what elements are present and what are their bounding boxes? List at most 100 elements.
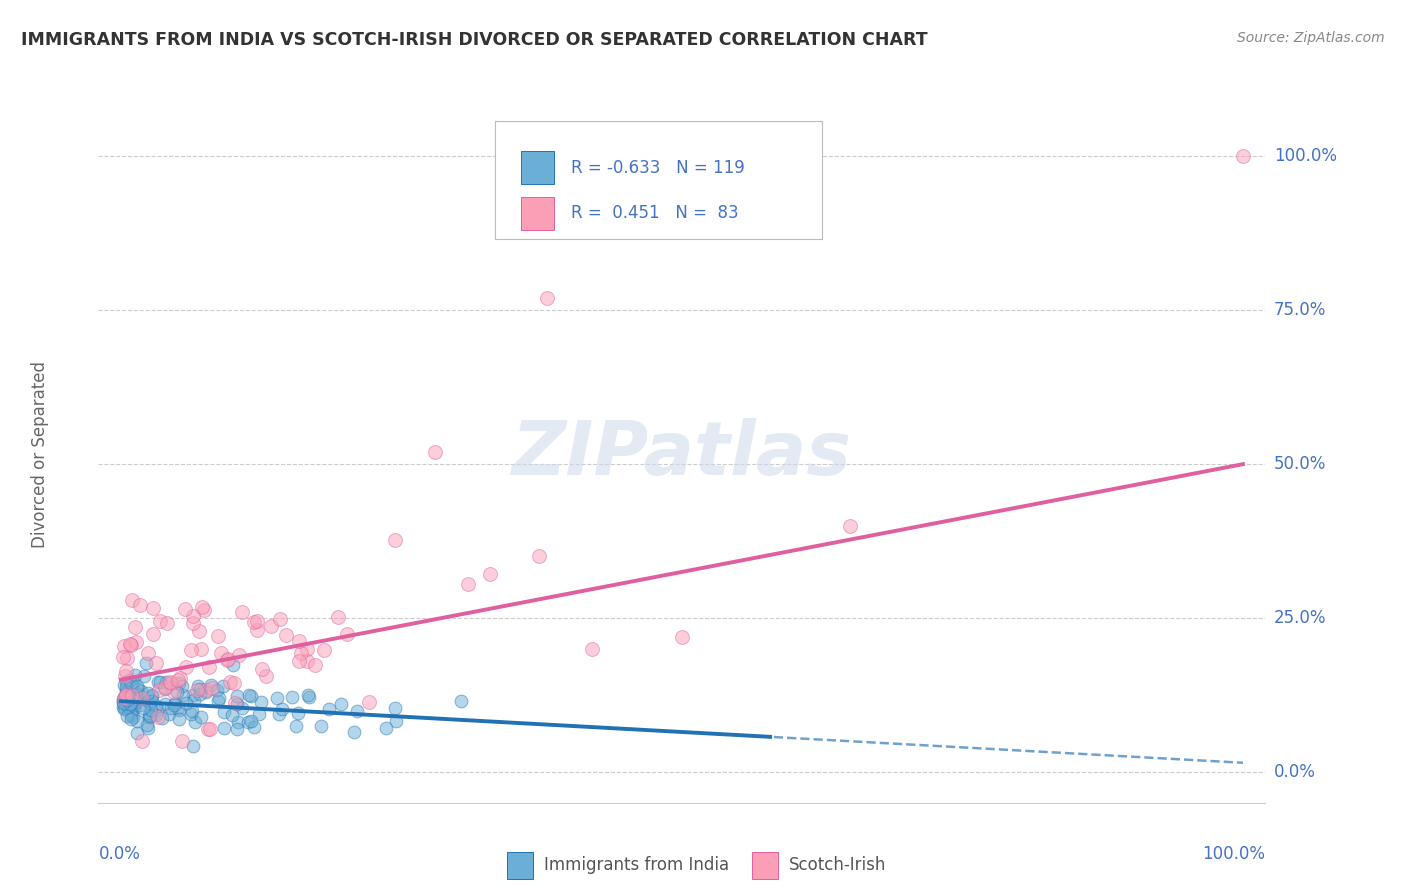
Point xyxy=(112,691,135,706)
Point xyxy=(238,688,260,702)
Point xyxy=(112,696,135,710)
Point xyxy=(200,722,222,736)
Point xyxy=(457,577,479,591)
Point xyxy=(141,688,163,702)
Point xyxy=(169,671,191,685)
Point xyxy=(200,681,222,695)
Point xyxy=(148,683,170,698)
Point xyxy=(250,695,273,709)
Point xyxy=(136,694,159,708)
Point xyxy=(581,641,603,656)
Point xyxy=(114,689,136,703)
Point xyxy=(159,674,181,689)
Bar xyxy=(752,852,778,880)
Point xyxy=(197,660,219,674)
Point xyxy=(385,714,408,728)
Point xyxy=(155,675,177,690)
Point xyxy=(271,702,294,716)
Point xyxy=(124,668,146,682)
Point xyxy=(298,690,321,705)
Point xyxy=(188,682,211,697)
Point xyxy=(121,688,143,702)
Point xyxy=(115,688,138,702)
Point xyxy=(239,714,262,728)
Point xyxy=(172,679,194,693)
Point xyxy=(150,711,173,725)
Point xyxy=(194,682,217,697)
Point xyxy=(139,709,162,723)
Point xyxy=(228,648,250,662)
Point xyxy=(169,675,191,690)
Point xyxy=(142,627,165,641)
Point xyxy=(209,646,232,660)
Point xyxy=(246,623,269,637)
Point xyxy=(221,708,243,723)
Point xyxy=(181,704,204,718)
Point xyxy=(167,673,190,687)
Point xyxy=(115,693,138,707)
Text: IMMIGRANTS FROM INDIA VS SCOTCH-IRISH DIVORCED OR SEPARATED CORRELATION CHART: IMMIGRANTS FROM INDIA VS SCOTCH-IRISH DI… xyxy=(21,31,928,49)
Point xyxy=(136,722,159,736)
Point xyxy=(274,627,297,641)
Point xyxy=(170,734,193,748)
Point xyxy=(136,646,159,660)
Text: Source: ZipAtlas.com: Source: ZipAtlas.com xyxy=(1237,31,1385,45)
Point xyxy=(138,710,160,724)
Point xyxy=(246,614,269,628)
Point xyxy=(136,686,159,700)
Point xyxy=(374,721,396,735)
Point xyxy=(167,712,190,726)
Point xyxy=(384,533,406,548)
Point xyxy=(148,675,170,690)
Text: Divorced or Separated: Divorced or Separated xyxy=(31,361,49,549)
Point xyxy=(112,702,135,716)
Point xyxy=(290,646,312,660)
Point xyxy=(187,679,209,693)
Point xyxy=(222,676,245,690)
Point xyxy=(1232,149,1254,163)
Point xyxy=(254,669,277,683)
Point xyxy=(309,719,332,733)
Point xyxy=(153,681,176,696)
Point xyxy=(120,708,142,723)
Point xyxy=(141,693,163,707)
Point xyxy=(190,710,212,724)
Point xyxy=(181,608,204,623)
Point xyxy=(190,642,212,657)
Point xyxy=(125,714,148,728)
Point xyxy=(112,694,135,708)
Point xyxy=(163,698,186,712)
Bar xyxy=(508,852,533,880)
Point xyxy=(157,706,180,721)
Point xyxy=(139,696,162,710)
Point xyxy=(117,700,139,714)
Point xyxy=(384,701,406,715)
Text: Scotch-Irish: Scotch-Irish xyxy=(789,856,887,874)
Point xyxy=(120,712,142,726)
Point xyxy=(191,599,214,614)
Point xyxy=(214,705,236,719)
Point xyxy=(288,633,311,648)
Point xyxy=(115,709,138,723)
Point xyxy=(118,636,141,650)
Point xyxy=(285,718,308,732)
Point xyxy=(153,681,176,695)
Point xyxy=(346,705,368,719)
Point xyxy=(127,688,149,702)
Text: 0.0%: 0.0% xyxy=(1274,763,1316,781)
Point xyxy=(225,722,247,736)
Point xyxy=(125,679,148,693)
Point xyxy=(288,654,311,668)
Point xyxy=(156,616,179,631)
Text: ZIPatlas: ZIPatlas xyxy=(512,418,852,491)
Point xyxy=(242,720,264,734)
Point xyxy=(135,718,157,732)
Point xyxy=(174,659,197,673)
Point xyxy=(124,620,146,634)
Point xyxy=(138,708,160,723)
Point xyxy=(121,710,143,724)
Point xyxy=(478,566,501,581)
Point xyxy=(127,687,149,701)
Text: Immigrants from India: Immigrants from India xyxy=(544,856,730,874)
Point xyxy=(114,701,136,715)
